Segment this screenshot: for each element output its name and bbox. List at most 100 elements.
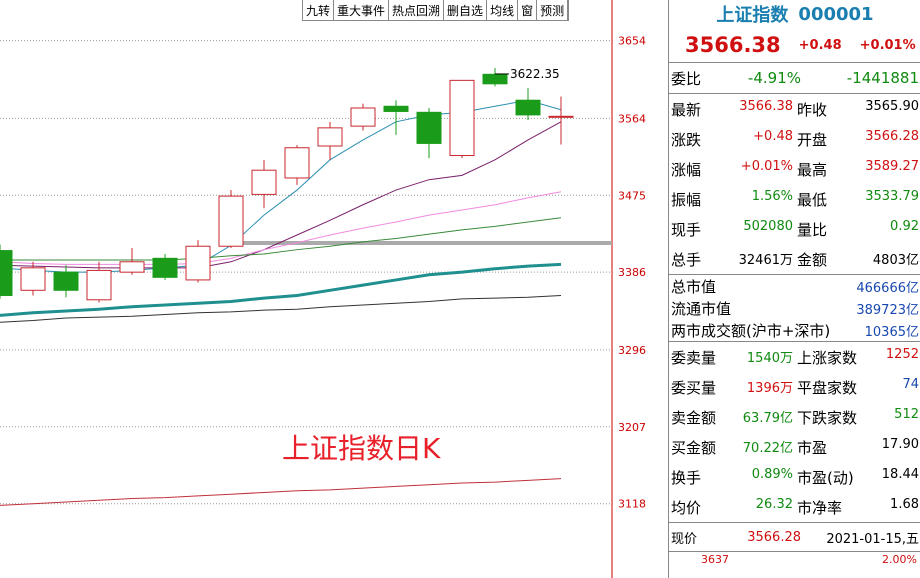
quote-cell: 委卖量 1540万 (669, 347, 795, 368)
value: -4.91% (747, 69, 801, 87)
candle-body (20, 267, 46, 291)
value: 1396万 (746, 380, 793, 396)
candle-body (53, 271, 79, 291)
quote-row: 委买量 1396万 平盘家数 74 (669, 372, 920, 402)
quote-cell: 市净率 1.68 (795, 497, 920, 518)
label: 最高 (797, 160, 828, 179)
toolbar-button[interactable]: 窗 (518, 0, 538, 20)
value: 26.32 (755, 496, 793, 512)
toolbar-button[interactable]: 预测 (537, 0, 569, 20)
label: 市盈(动) (797, 468, 854, 487)
value: 1540万 (746, 350, 793, 366)
quote-cell: 市盈 17.90 (795, 437, 920, 458)
pct: +0.01% (859, 37, 916, 53)
moving-average (0, 121, 562, 269)
label: 平盘家数 (797, 378, 858, 397)
toolbar-button[interactable]: 重大事件 (334, 0, 390, 20)
label: 均价 (671, 498, 702, 517)
value: 3589.27 (865, 158, 919, 174)
y-tick-label: 3207 (618, 421, 646, 434)
value: 18.44 (881, 466, 919, 482)
candle-body (482, 73, 508, 85)
value: 466666亿 (856, 280, 919, 296)
value: +0.48 (753, 128, 793, 144)
stock-code: 000001 (798, 3, 874, 25)
moving-average (0, 262, 562, 317)
price: 3566.38 (685, 33, 781, 57)
quote-row: 最新 3566.38 昨收 3565.90 (669, 94, 920, 124)
value: 1252 (885, 346, 919, 362)
toolbar-button[interactable]: 删自选 (444, 0, 488, 20)
quote-rows: 最新 3566.38 昨收 3565.90 涨跌 +0.48 开盘 3566.28 涨幅 +0.0… (669, 93, 920, 274)
label: 委买量 (671, 378, 717, 397)
value: 389723亿 (856, 302, 919, 318)
date: 2021-01-15,五 (826, 531, 919, 547)
value: 512 (894, 406, 919, 422)
toolbar-button[interactable]: 均线 (487, 0, 519, 20)
label: 金额 (797, 250, 828, 269)
value: +0.01% (740, 158, 793, 174)
quote-cell: 现手 502080 (669, 219, 795, 240)
value: 502080 (743, 218, 793, 234)
y-tick-label: 3564 (618, 112, 646, 125)
quote-cell: 平盘家数 74 (795, 377, 920, 398)
label: 市盈 (797, 438, 828, 457)
quote-cell: 涨跌 +0.48 (669, 129, 795, 150)
candle-body (0, 250, 13, 296)
quote-row: 涨跌 +0.48 开盘 3566.28 (669, 124, 920, 154)
quote-row: 换手 0.89% 市盈(动) 18.44 (669, 462, 920, 492)
candle-body (218, 195, 244, 247)
toolbar-button[interactable]: 九转 (303, 0, 335, 20)
label: 涨幅 (671, 160, 702, 179)
quote-row: 均价 26.32 市净率 1.68 (669, 492, 920, 522)
label: 换手 (671, 468, 702, 487)
candle-body (416, 111, 442, 144)
label: 上涨家数 (797, 348, 858, 367)
value: 4803亿 (872, 252, 919, 268)
label: 下跌家数 (797, 408, 858, 427)
kline-chart: 3118 3207 3296 3386 3475 3564 3654 3622.35 上证指数日… (0, 0, 646, 578)
label: 流通市值 (671, 299, 732, 318)
value: 1.68 (890, 496, 919, 512)
label: 市净率 (797, 498, 843, 517)
quote-cell: 振幅 1.56% (669, 189, 795, 210)
quote-cell: 买金额 70.22亿 (669, 437, 795, 458)
candle-body (284, 147, 310, 179)
toolbar: 九转 重大事件 热点回溯 删自选 均线窗预测 (302, 0, 570, 21)
candle-body (251, 169, 277, 195)
toolbar-button[interactable]: 热点回溯 (389, 0, 445, 20)
quote-cell: 量比 0.92 (795, 219, 920, 240)
label: 总手 (671, 250, 702, 269)
label: 涨跌 (671, 130, 702, 149)
cap-row: 总市值 466666亿 (669, 275, 920, 297)
quote-row: 现手 502080 量比 0.92 (669, 214, 920, 244)
value: 3637 (701, 552, 729, 566)
moving-average (0, 478, 562, 506)
moving-average (0, 217, 562, 261)
quote-row: 卖金额 63.79亿 下跌家数 512 (669, 402, 920, 432)
flow-rows: 委卖量 1540万 上涨家数 1252 委买量 1396万 平盘家数 74 卖金额 63.79亿下… (669, 341, 920, 522)
candle-body (350, 107, 376, 127)
label: 最新 (671, 100, 702, 119)
label: 振幅 (671, 190, 702, 209)
quote-cell: 总手 32461万 (669, 249, 795, 270)
cap-row: 两市成交额(沪市+深市) 10365亿 (669, 319, 920, 341)
quote-cell: 最高 3589.27 (795, 159, 920, 180)
value: 2.00% (882, 552, 917, 566)
label: 买金额 (671, 438, 717, 457)
value: 32461万 (738, 252, 793, 268)
quote-cell: 昨收 3565.90 (795, 99, 920, 120)
candle-body (548, 115, 574, 118)
stock-name: 上证指数 (716, 5, 789, 26)
label: 两市成交额(沪市+深市) (671, 321, 831, 340)
quote-cell: 最低 3533.79 (795, 189, 920, 210)
quote-cell: 卖金额 63.79亿 (669, 407, 795, 428)
value: 70.22亿 (742, 440, 793, 456)
candle-body (449, 79, 475, 157)
label: 开盘 (797, 130, 828, 149)
value: 0.89% (751, 466, 793, 482)
value: 74 (902, 376, 919, 392)
value: 3533.79 (865, 188, 919, 204)
moving-average (0, 191, 562, 265)
